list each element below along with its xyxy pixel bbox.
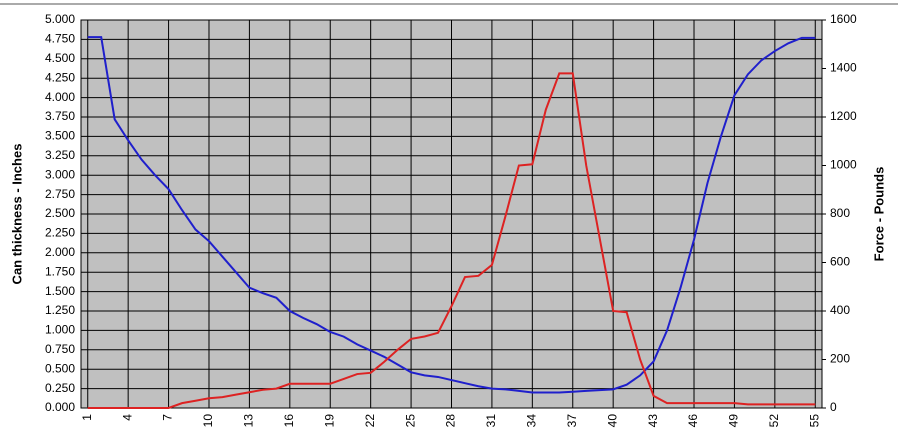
y2-tick-label: 1600 — [830, 12, 857, 26]
y-tick-label: 1.250 — [45, 303, 75, 317]
y-tick-label: 2.500 — [45, 206, 75, 220]
y2-tick-label: 1000 — [830, 158, 857, 172]
x-tick-label: 43 — [646, 414, 660, 428]
y-tick-label: 0.750 — [45, 342, 75, 356]
y2-tick-label: 800 — [830, 206, 850, 220]
y-tick-label: 4.250 — [45, 70, 75, 84]
y-tick-label: 3.500 — [45, 129, 75, 143]
x-tick-label: 31 — [484, 414, 498, 428]
y-tick-label: 1.500 — [45, 284, 75, 298]
x-tick-label: 55 — [807, 414, 821, 428]
x-tick-label: 34 — [525, 414, 539, 428]
y-tick-label: 4.000 — [45, 90, 75, 104]
x-tick-label: 16 — [282, 414, 296, 428]
y-tick-label: 1.750 — [45, 264, 75, 278]
y-tick-label: 4.500 — [45, 51, 75, 65]
x-tick-label: 28 — [444, 414, 458, 428]
y2-tick-label: 1200 — [830, 109, 857, 123]
y-tick-label: 3.000 — [45, 167, 75, 181]
y2-axis-title: Force - Pounds — [871, 167, 886, 262]
x-tick-label: 46 — [686, 414, 700, 428]
y-tick-label: 2.250 — [45, 226, 75, 240]
series-line — [87, 72, 816, 409]
y-tick-label: 3.250 — [45, 148, 75, 162]
x-tick-label: 37 — [565, 414, 579, 428]
series-line — [87, 36, 816, 394]
x-tick-label: 13 — [242, 414, 256, 428]
y2-tick-label: 0 — [830, 400, 837, 414]
y2-tick-label: 200 — [830, 352, 850, 366]
y2-tick-label: 1400 — [830, 61, 857, 75]
y-axis-title: Can thickness - Inches — [9, 144, 24, 285]
x-tick-label: 22 — [363, 414, 377, 428]
x-tick-label: 19 — [322, 414, 336, 428]
y-tick-label: 2.000 — [45, 245, 75, 259]
x-tick-label: 52 — [767, 414, 781, 428]
x-tick-label: 7 — [161, 414, 175, 421]
x-tick-label: 25 — [403, 414, 417, 428]
y-tick-label: 0.250 — [45, 381, 75, 395]
y2-tick-label: 600 — [830, 255, 850, 269]
x-tick-label: 4 — [120, 414, 134, 421]
y2-tick-label: 400 — [830, 303, 850, 317]
y-tick-label: 5.000 — [45, 12, 75, 26]
y-tick-label: 1.000 — [45, 323, 75, 337]
x-tick-label: 10 — [201, 414, 215, 428]
y-tick-label: 4.750 — [45, 32, 75, 46]
y-tick-label: 3.750 — [45, 109, 75, 123]
y-tick-label: 2.750 — [45, 187, 75, 201]
y-tick-label: 0.000 — [45, 400, 75, 414]
x-tick-label: 1 — [80, 414, 94, 421]
y-tick-label: 0.500 — [45, 361, 75, 375]
x-tick-label: 49 — [727, 414, 741, 428]
x-tick-label: 40 — [605, 414, 619, 428]
